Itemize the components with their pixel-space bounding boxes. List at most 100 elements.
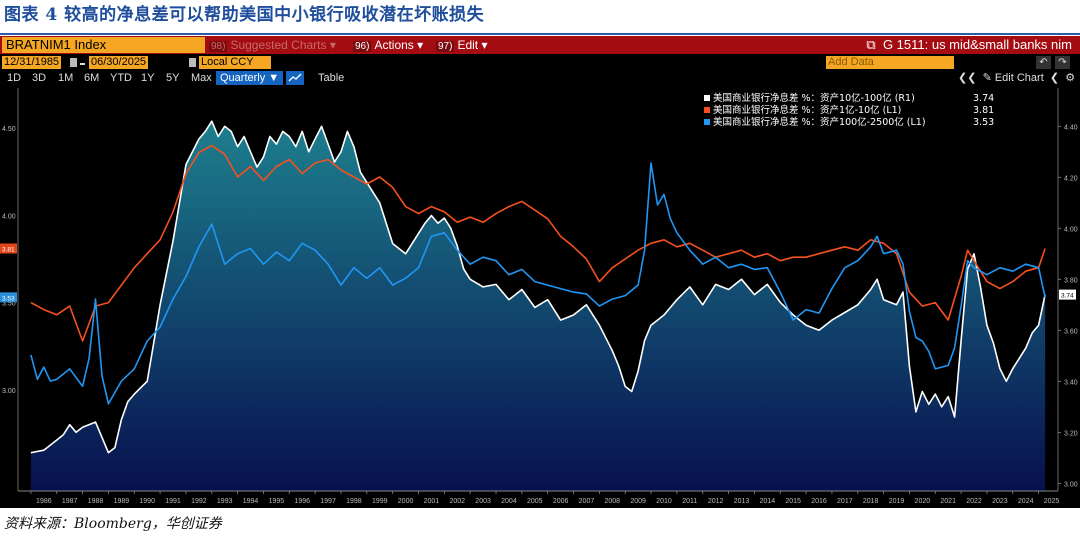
command-bar: BRATNIM1 Index 98) Suggested Charts ▾ 96)… (0, 36, 1080, 54)
last-value-tag-0 (1059, 289, 1076, 300)
edit-chart-button[interactable]: Edit Chart (994, 72, 1044, 84)
x-tick-label: 2012 (708, 498, 724, 505)
x-tick-label: 2024 (1018, 498, 1034, 505)
bloomberg-terminal-window: BRATNIM1 Index 98) Suggested Charts ▾ 96)… (0, 36, 1080, 508)
x-tick-label: 2019 (889, 498, 905, 505)
range-bar: 1D 3D 1M 6M YTD 1Y 5Y Max Quarterly ▼ Ta… (0, 70, 1080, 86)
range-1y[interactable]: 1Y (141, 72, 155, 84)
chart-name: G 1511: us mid&small banks nim (882, 37, 1072, 52)
x-tick-label: 2016 (811, 498, 827, 505)
table-button[interactable]: Table (318, 72, 345, 84)
last-value-tag-2 (0, 292, 17, 303)
series-line-0 (30, 120, 1046, 454)
suggested-charts-button[interactable]: 98) Suggested Charts ▾ (209, 38, 336, 52)
x-tick-label: 2007 (579, 498, 595, 505)
line-layer (30, 120, 1046, 454)
edit-button[interactable]: 97) Edit ▾ (436, 38, 488, 52)
y-right-tick-label: 3.40 (1064, 379, 1078, 386)
chart-name-link[interactable]: ⧉ G 1511: us mid&small banks nim (866, 36, 1072, 54)
x-tick-label: 1995 (269, 498, 285, 505)
x-tick-label: 2023 (992, 498, 1008, 505)
add-data-input[interactable]: Add Data (826, 56, 954, 69)
frequency-select[interactable]: Quarterly ▼ (216, 71, 284, 85)
x-tick-label: 1999 (372, 498, 388, 505)
external-link-icon: ⧉ (866, 37, 876, 52)
frequency-label: Quarterly (220, 72, 266, 84)
range-1m[interactable]: 1M (58, 72, 74, 84)
chart-tools: ❮❮ ✎ Edit Chart ❮ ⚙ (958, 70, 1075, 86)
x-tick-label: 2009 (630, 498, 646, 505)
legend-value-0: 3.74 (973, 93, 994, 104)
x-tick-label: 1988 (88, 498, 104, 505)
gear-icon[interactable]: ⚙ (1065, 72, 1076, 84)
x-tick-label: 2017 (837, 498, 853, 505)
start-calendar-icon[interactable] (70, 58, 77, 67)
x-tick-label: 1989 (114, 498, 130, 505)
y-right-tick-label: 3.60 (1064, 328, 1078, 335)
y-right-tick-label: 4.20 (1064, 175, 1078, 182)
range-max[interactable]: Max (191, 72, 212, 84)
x-tick-label: 2004 (501, 498, 517, 505)
x-tick-label: 2010 (656, 498, 672, 505)
range-5y[interactable]: 5Y (166, 72, 180, 84)
y-left-tick-label: 4.00 (2, 213, 16, 220)
x-tick-label: 1993 (217, 498, 233, 505)
ticker-field[interactable]: BRATNIM1 Index (2, 37, 205, 53)
range-6m[interactable]: 6M (84, 72, 100, 84)
x-tick-label: 2022 (966, 498, 982, 505)
actions-number: 96) (353, 41, 372, 52)
legend-swatch-1 (704, 107, 710, 113)
y-right-tick-label: 4.40 (1064, 124, 1078, 131)
x-tick-label: 2002 (449, 498, 465, 505)
legend-value-2: 3.53 (973, 117, 994, 128)
x-tick-label: 1987 (62, 498, 78, 505)
y-left-tick-label: 3.00 (2, 388, 16, 395)
x-tick-label: 1992 (191, 498, 207, 505)
actions-button[interactable]: 96) Actions ▾ (353, 38, 424, 52)
x-tick-label: 2020 (915, 498, 931, 505)
x-tick-label: 2014 (760, 498, 776, 505)
chart-svg: 1986 1987 1988 1989 1990 1991 1992 1993 1994 1995… (0, 86, 1080, 508)
x-tick-label: 1986 (36, 498, 52, 505)
x-tick-label: 2005 (527, 498, 543, 505)
legend-swatch-0 (704, 95, 710, 101)
x-tick-label: 2013 (734, 498, 750, 505)
collapse-icon[interactable]: ❮❮ (958, 72, 977, 84)
x-tick-label: 1991 (165, 498, 181, 505)
y-right-tick-label: 3.80 (1064, 277, 1078, 284)
line-chart-icon[interactable] (286, 71, 304, 85)
y-right-tick-label: 3.20 (1064, 430, 1078, 437)
actions-label: Actions (374, 38, 414, 52)
end-calendar-icon[interactable] (189, 58, 196, 67)
redo-icon[interactable]: ↷ (1055, 56, 1070, 69)
date-separator-icon (80, 63, 85, 65)
last-value-label-2: 3.53 (2, 295, 15, 302)
start-date-field[interactable]: 12/31/1985 (2, 56, 62, 69)
legend-label-2: 美国商业银行净息差 %：资产100亿-2500亿 (L1) (713, 116, 926, 128)
x-tick-label: 2021 (940, 498, 956, 505)
legend-label-0: 美国商业银行净息差 %：资产10亿-100亿 (R1) (713, 92, 915, 104)
range-ytd[interactable]: YTD (110, 72, 132, 84)
edit-number: 97) (436, 41, 455, 52)
last-value-label-0: 3.74 (1061, 293, 1074, 300)
range-1d[interactable]: 1D (7, 72, 22, 84)
range-3d[interactable]: 3D (32, 72, 47, 84)
x-tick-label: 1990 (139, 498, 155, 505)
currency-select[interactable]: Local CCY (199, 56, 271, 69)
undo-icon[interactable]: ↶ (1036, 56, 1051, 69)
expand-icon[interactable]: ❮ (1049, 72, 1060, 84)
pencil-icon[interactable]: ✎ (982, 72, 992, 84)
legend-label-1: 美国商业银行净息差 %：资产1亿-10亿 (L1) (713, 104, 901, 116)
y-left-tick-label: 3.50 (2, 301, 16, 308)
series-line-2 (30, 162, 1046, 405)
x-tick-label: 2008 (604, 498, 620, 505)
series-line-1 (30, 144, 1046, 342)
x-tick-label: 2003 (475, 498, 491, 505)
y-right-tick-label: 4.00 (1064, 226, 1078, 233)
x-tick-label: 2006 (553, 498, 569, 505)
end-date-field[interactable]: 06/30/2025 (89, 56, 149, 69)
last-value-label-1: 3.81 (2, 247, 15, 254)
x-tick-label: 2001 (424, 498, 440, 505)
x-tick-label: 2011 (682, 498, 697, 505)
axis-layer: 1986 1987 1988 1989 1990 1991 1992 1993 1994 1995… (0, 88, 1078, 505)
